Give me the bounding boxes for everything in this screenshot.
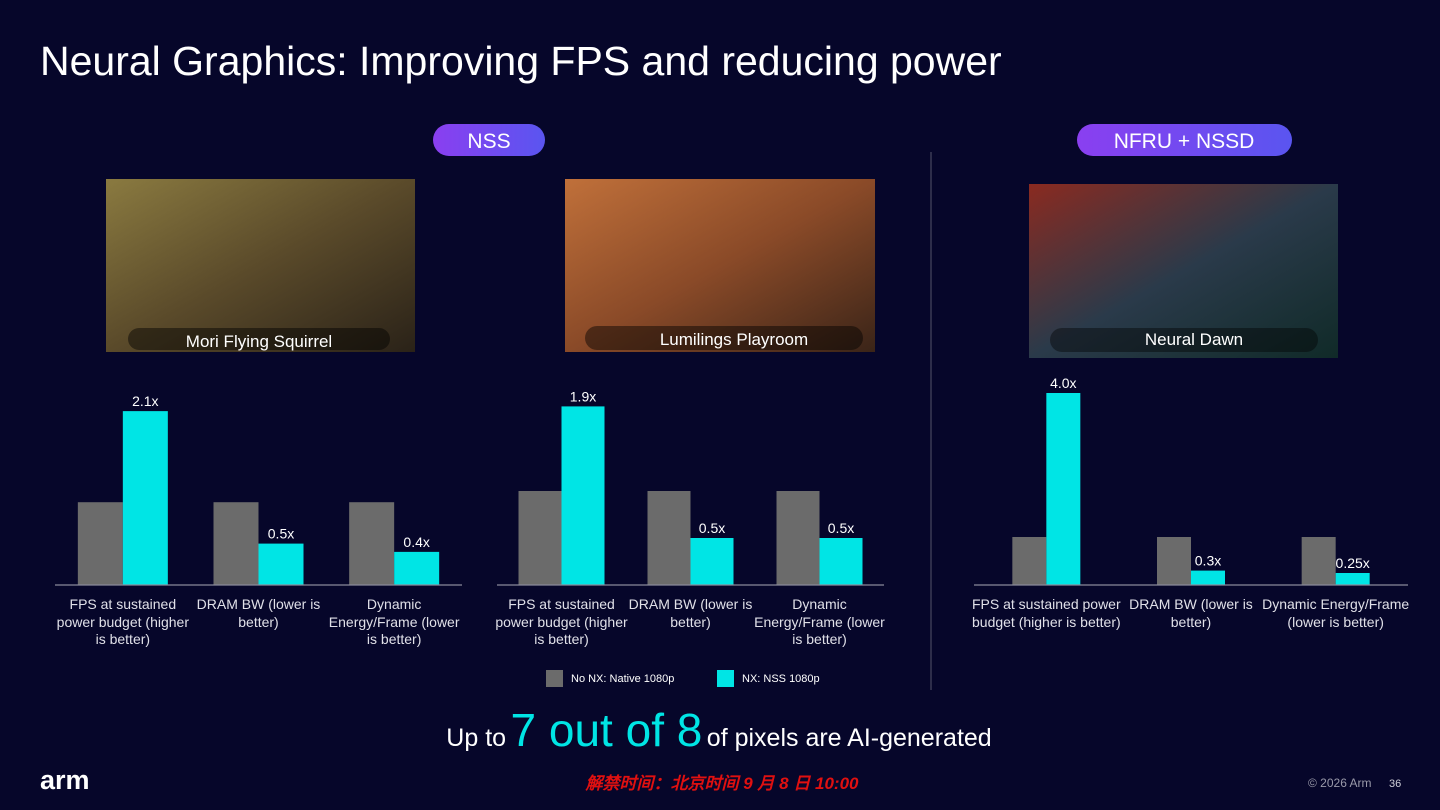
- section-pill: [1077, 124, 1292, 156]
- value-label: 1.9x: [570, 388, 596, 404]
- page-number: 36: [1389, 778, 1401, 790]
- bar: [394, 551, 440, 585]
- bar: [1012, 537, 1047, 585]
- x-tick-label: FPS at sustained power budget (higher is…: [972, 596, 1121, 630]
- bar: [1157, 537, 1191, 585]
- bar: [1335, 573, 1370, 585]
- value-label: 0.5x: [699, 520, 725, 536]
- x-tick-label: Dynamic Energy/Frame (lower is better): [1262, 596, 1410, 630]
- x-tick-label: DRAM BW (lower is better): [196, 596, 321, 630]
- legend-swatch: [717, 670, 734, 687]
- bar: [518, 491, 562, 585]
- bar: [647, 491, 691, 585]
- value-label: 2.1x: [132, 393, 158, 409]
- x-tick-label: Dynamic Energy/Frame (lower is better): [328, 596, 460, 647]
- tagline-text: of pixels are AI-generated: [707, 724, 992, 752]
- bar: [561, 406, 605, 585]
- scene-image: [106, 179, 415, 352]
- caption-band: [1050, 328, 1318, 352]
- bar: [349, 502, 395, 585]
- x-tick-label: DRAM BW (lower is better): [1129, 596, 1253, 630]
- value-label: 0.3x: [1195, 553, 1221, 569]
- bar: [1046, 393, 1081, 585]
- tagline: Up to 7 out of 8 of pixels are AI-genera…: [446, 704, 991, 756]
- scene-image: [565, 179, 875, 352]
- image-caption: Neural Dawn: [1145, 330, 1243, 349]
- x-tick-label: Dynamic Energy/Frame (lower is better): [754, 596, 885, 647]
- section-pill: [433, 124, 545, 156]
- x-tick-label: FPS at sustained power budget (higher is…: [56, 596, 189, 647]
- slide-title: Neural Graphics: Improving FPS and reduc…: [40, 38, 1002, 84]
- tagline-text: Up to: [446, 724, 506, 752]
- value-label: 0.25x: [1336, 555, 1370, 571]
- value-label: 4.0x: [1050, 375, 1076, 391]
- tagline-highlight: 7 out of 8: [511, 704, 703, 756]
- bar: [258, 543, 304, 585]
- legend-swatch: [546, 670, 563, 687]
- x-tick-label: FPS at sustained power budget (higher is…: [495, 596, 628, 647]
- legend-label: NX: NSS 1080p: [742, 673, 820, 685]
- bar: [690, 538, 734, 585]
- bar: [77, 502, 123, 585]
- bar: [122, 411, 168, 585]
- value-label: 0.4x: [403, 534, 429, 550]
- scene-image: [1029, 184, 1338, 358]
- logo: arm: [40, 765, 90, 795]
- bar: [213, 502, 259, 585]
- bar: [776, 491, 820, 585]
- image-caption: Mori Flying Squirrel: [186, 332, 332, 351]
- bar: [1191, 570, 1225, 585]
- legend-label: No NX: Native 1080p: [571, 673, 674, 685]
- embargo: 解禁时间：北京时间 9 月 8 日 10:00: [584, 774, 859, 793]
- x-tick-label: DRAM BW (lower is better): [628, 596, 753, 630]
- section-label: NSS: [467, 130, 510, 153]
- bar: [1301, 537, 1336, 585]
- section-label: NFRU + NSSD: [1114, 130, 1255, 153]
- caption-band: [585, 326, 863, 350]
- image-caption: Lumilings Playroom: [660, 330, 808, 349]
- copyright: © 2026 Arm: [1308, 776, 1372, 790]
- value-label: 0.5x: [828, 520, 854, 536]
- value-label: 0.5x: [268, 526, 294, 542]
- bar: [819, 538, 863, 585]
- caption-band: [128, 328, 390, 350]
